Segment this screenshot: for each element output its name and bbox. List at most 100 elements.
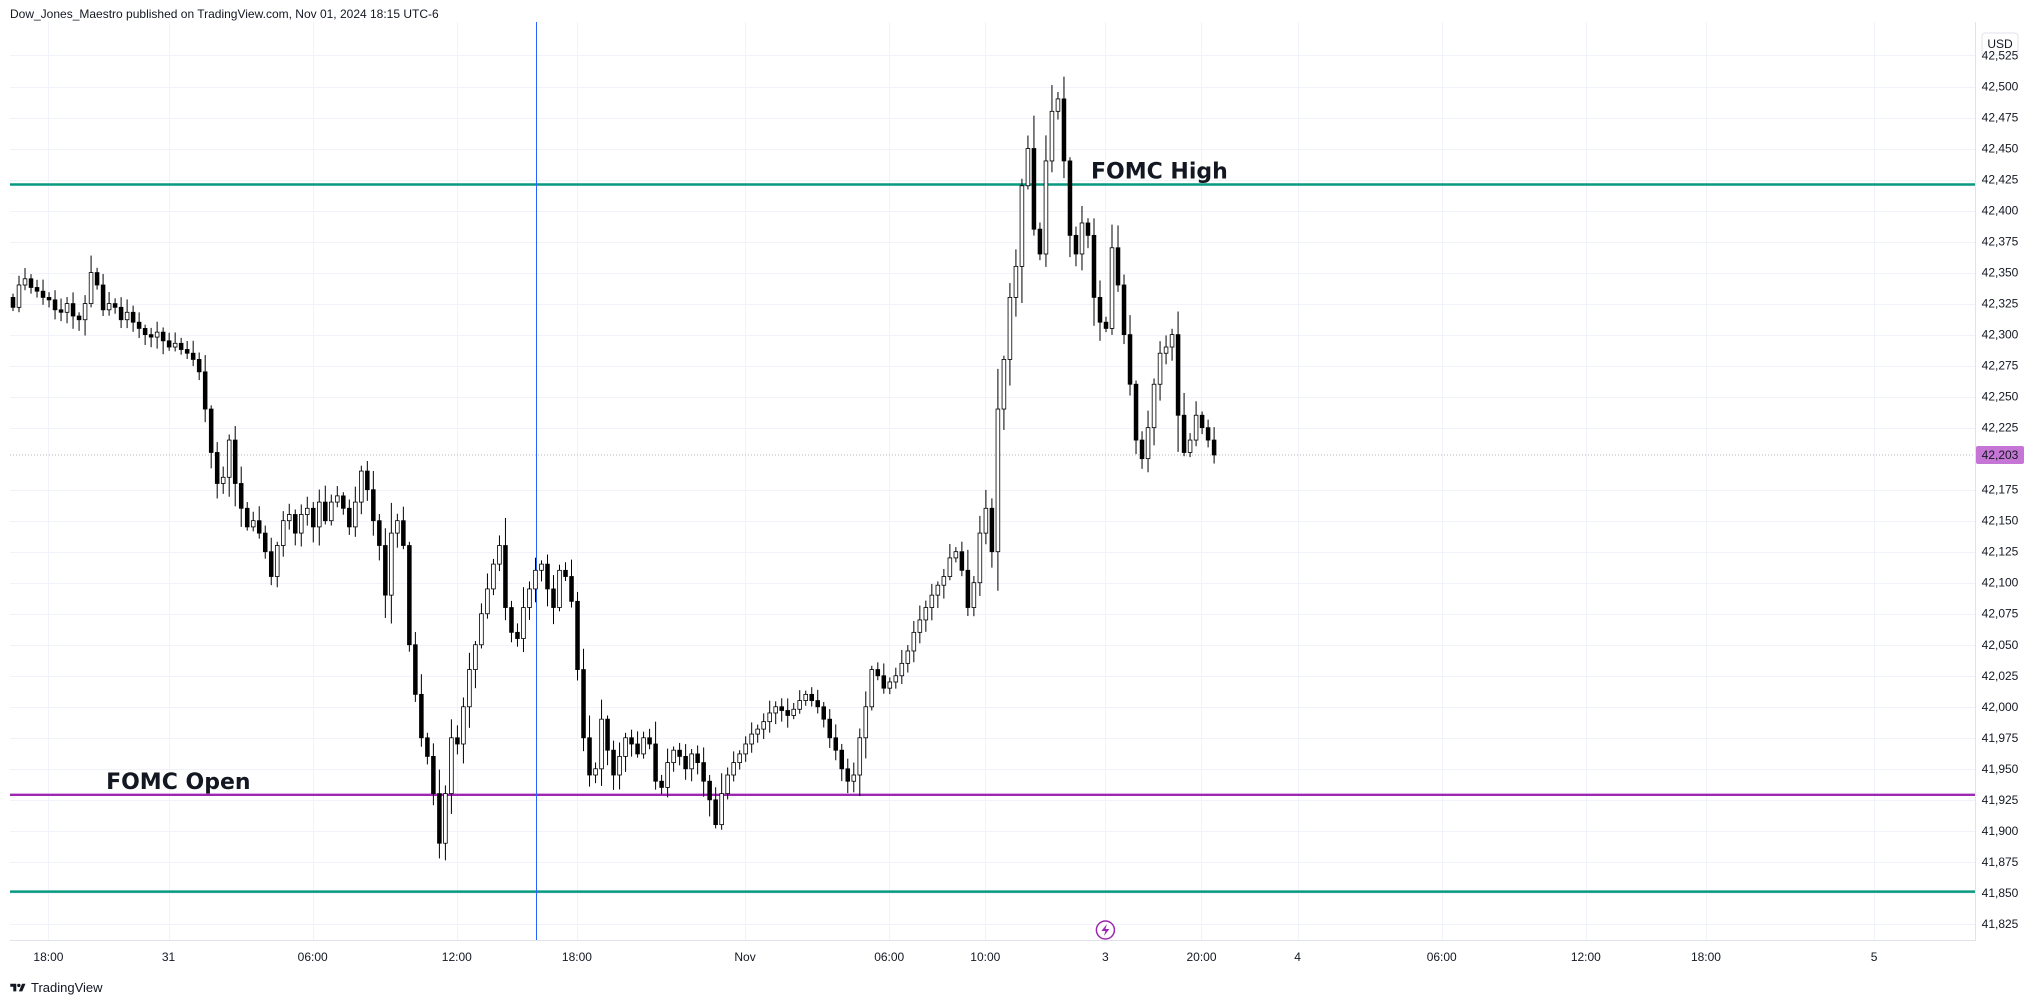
- candle: [371, 470, 376, 536]
- candle: [641, 731, 646, 759]
- price-tick-label: 42,450: [1982, 142, 2019, 156]
- candle: [569, 559, 574, 608]
- candle: [815, 689, 821, 714]
- price-tick-label: 41,850: [1982, 886, 2019, 900]
- candle: [305, 496, 310, 526]
- candle: [1199, 411, 1205, 435]
- candle: [1169, 328, 1175, 361]
- candle: [323, 485, 328, 525]
- candle: [1019, 178, 1025, 304]
- candle: [617, 742, 622, 790]
- last-price-tag: 42,203: [1976, 445, 2024, 464]
- candle: [365, 461, 370, 501]
- candle: [106, 292, 112, 316]
- candle: [1205, 419, 1211, 448]
- candle: [112, 298, 118, 314]
- candle: [244, 502, 250, 531]
- candle: [1145, 410, 1151, 473]
- candle: [1115, 225, 1121, 292]
- price-tick-label: 42,300: [1982, 328, 2019, 342]
- candle: [172, 332, 178, 352]
- price-tick-label: 41,875: [1982, 855, 2019, 869]
- candle: [178, 337, 184, 355]
- candle: [268, 537, 274, 586]
- candle: [353, 486, 358, 537]
- candle: [1109, 224, 1115, 335]
- candle: [118, 297, 124, 328]
- candle: [971, 576, 977, 617]
- candle: [677, 742, 682, 766]
- candle: [1001, 355, 1007, 430]
- candle: [341, 492, 346, 515]
- candle: [995, 368, 1001, 591]
- candle: [725, 767, 730, 800]
- lightning-event-icon[interactable]: [1095, 920, 1116, 940]
- time-tick-label: 5: [1871, 950, 1878, 964]
- candle: [665, 748, 670, 798]
- candle: [52, 290, 58, 320]
- price-tick-label: 41,900: [1982, 824, 2019, 838]
- candle: [773, 701, 778, 725]
- candle: [695, 745, 700, 775]
- candle: [917, 605, 923, 644]
- price-tick-label: 42,050: [1982, 638, 2019, 652]
- candle: [965, 549, 971, 616]
- candle: [425, 732, 430, 765]
- candle: [941, 568, 947, 599]
- candle: [1151, 378, 1157, 446]
- candle: [1073, 226, 1079, 267]
- candle: [82, 295, 88, 336]
- candle: [827, 709, 833, 748]
- price-tick-label: 42,325: [1982, 297, 2019, 311]
- candle: [593, 762, 598, 784]
- candle: [329, 494, 334, 526]
- grid-layer: [10, 22, 1975, 940]
- candle: [767, 700, 772, 733]
- time-tick-label: 3: [1102, 950, 1109, 964]
- candle: [461, 697, 466, 764]
- candle: [623, 732, 628, 772]
- candle: [1163, 335, 1169, 365]
- publisher-caption: Dow_Jones_Maestro published on TradingVi…: [10, 7, 439, 21]
- candle: [629, 729, 634, 757]
- price-axis-background[interactable]: [1976, 22, 2039, 940]
- price-tick-label: 42,425: [1982, 173, 2019, 187]
- candle: [274, 541, 280, 588]
- price-tick-label: 42,075: [1982, 607, 2019, 621]
- candle: [214, 442, 220, 499]
- candle: [1091, 218, 1097, 326]
- price-tick-label: 42,000: [1982, 700, 2019, 714]
- currency-button[interactable]: USD: [1981, 32, 2019, 56]
- candle: [34, 279, 40, 298]
- candle: [64, 297, 70, 324]
- candle: [70, 292, 76, 329]
- candle: [335, 486, 340, 508]
- candle: [575, 591, 580, 681]
- candle: [791, 702, 796, 720]
- price-tick-label: 41,925: [1982, 793, 2019, 807]
- candle: [671, 746, 676, 772]
- candle: [280, 511, 286, 557]
- price-tick-label: 42,500: [1982, 80, 2019, 94]
- candle: [1187, 433, 1193, 458]
- candle: [635, 731, 640, 758]
- level-label: FOMC Open: [106, 770, 250, 795]
- candle: [142, 324, 148, 345]
- candle: [719, 773, 724, 830]
- candle: [88, 255, 94, 308]
- price-tick-label: 42,350: [1982, 266, 2019, 280]
- tradingview-logo[interactable]: TradingView: [9, 980, 103, 995]
- candle: [46, 292, 52, 308]
- candle: [893, 667, 899, 689]
- last-price-label: 42,203: [1982, 448, 2019, 462]
- candle: [1097, 280, 1103, 341]
- time-tick-label: 18:00: [1691, 950, 1721, 964]
- candle: [1211, 427, 1217, 464]
- candle: [755, 724, 760, 743]
- candle: [196, 352, 202, 381]
- candle: [521, 587, 526, 653]
- level-label: FOMC High: [1091, 160, 1228, 185]
- time-tick-label: 12:00: [442, 950, 472, 964]
- candle: [959, 541, 965, 577]
